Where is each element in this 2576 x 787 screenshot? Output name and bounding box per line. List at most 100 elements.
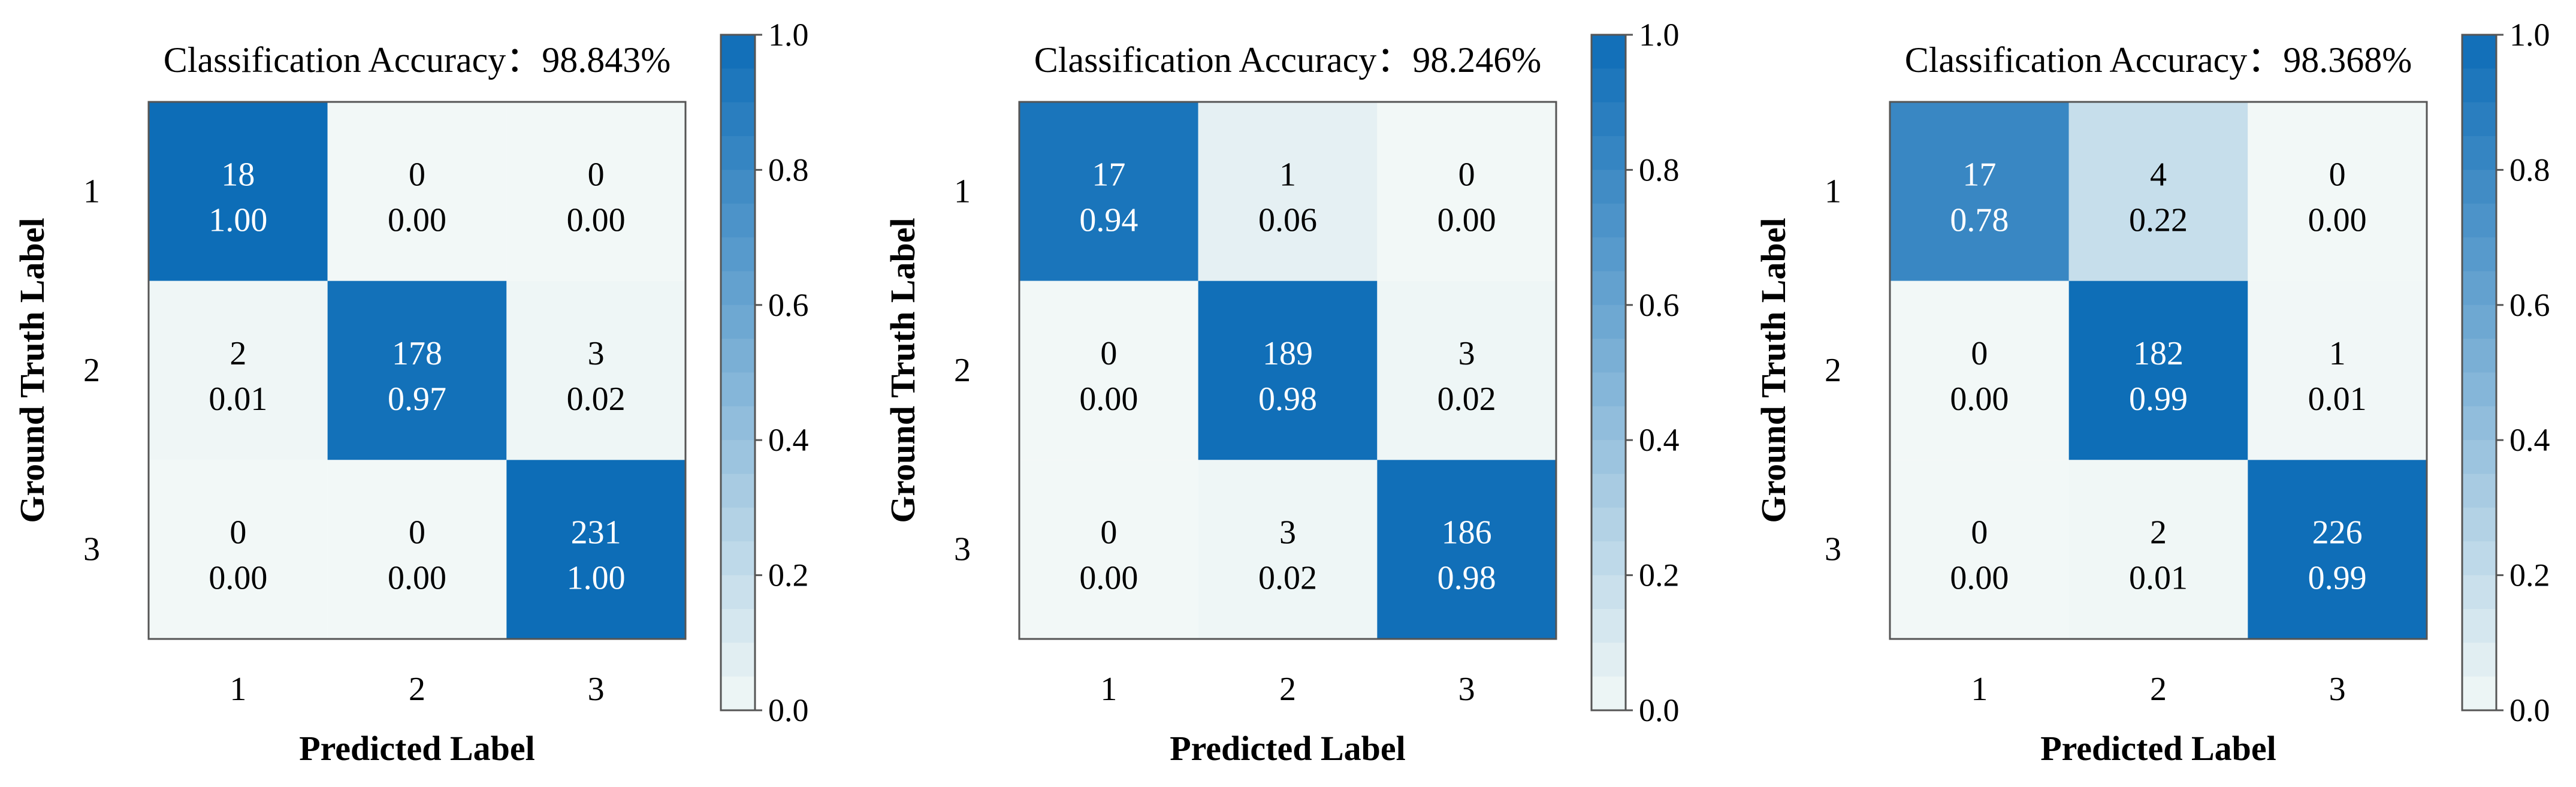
colorbar-segment	[2462, 643, 2496, 677]
cell-count-label: 0	[409, 514, 425, 551]
cell-count-label: 1	[1279, 156, 1296, 193]
cell-ratio-label: 0.00	[209, 560, 267, 597]
colorbar-segment	[721, 170, 755, 204]
colorbar-segment	[1591, 203, 1626, 238]
y-tick-label: 2	[83, 352, 100, 389]
colorbar-segment	[1591, 271, 1626, 306]
cell-ratio-label: 0.00	[1950, 560, 2009, 597]
matrix-cell-r1-c3	[2248, 102, 2427, 281]
cell-ratio-label: 0.00	[388, 201, 446, 239]
cell-count-label: 189	[1263, 335, 1313, 372]
matrix-cell-r2-c1	[149, 281, 328, 460]
cell-count-label: 3	[1458, 335, 1475, 372]
matrix-cell-r1-c2	[2068, 102, 2248, 281]
matrix-cell-r1-c2	[1198, 102, 1378, 281]
cell-count-label: 226	[2312, 514, 2363, 551]
cell-ratio-label: 0.00	[567, 201, 626, 239]
colorbar-segment	[2462, 372, 2496, 407]
y-tick-label: 3	[1825, 531, 1841, 568]
cell-count-label: 2	[2150, 514, 2167, 551]
colorbar-segment	[721, 237, 755, 272]
colorbar-segment	[1591, 237, 1626, 272]
cell-ratio-label: 0.98	[1438, 560, 1496, 597]
cell-count-label: 231	[571, 514, 621, 551]
x-tick-label: 1	[1100, 671, 1117, 708]
x-tick-label: 3	[1458, 671, 1475, 708]
confusion-matrix-panel-1: Classification Accuracy：98.843% 18 1.00 0 0.…	[13, 17, 809, 768]
colorbar-segment	[2462, 102, 2496, 137]
x-tick-label: 3	[588, 671, 605, 708]
colorbar-segment	[2462, 676, 2496, 711]
cell-ratio-label: 0.00	[1950, 381, 2009, 418]
matrix-cell-r3-c1	[149, 460, 328, 639]
colorbar-tick-label: 0.8	[768, 152, 809, 188]
colorbar-segment	[2462, 406, 2496, 441]
cell-ratio-label: 1.00	[209, 201, 267, 239]
y-tick-label: 1	[1825, 173, 1841, 210]
colorbar-segment	[721, 372, 755, 407]
colorbar-segment	[721, 541, 755, 576]
cell-ratio-label: 0.02	[1438, 381, 1496, 418]
colorbar-frame	[2461, 34, 2498, 711]
x-axis-label: Predicted Label	[1170, 729, 1406, 768]
cell-count-label: 0	[1458, 156, 1475, 193]
colorbar-segment	[2462, 271, 2496, 306]
cell-count-label: 0	[588, 156, 605, 193]
matrix-cell-r3-c3	[2248, 460, 2427, 639]
cell-ratio-label: 0.00	[1079, 381, 1138, 418]
colorbar-segment	[1591, 575, 1626, 610]
colorbar-tick-label: 0.4	[768, 422, 809, 458]
colorbar-segment	[2462, 339, 2496, 373]
colorbar-tick-label: 0.0	[1639, 692, 1680, 728]
colorbar-segment	[1591, 406, 1626, 441]
colorbar-segment	[2462, 474, 2496, 508]
matrix-cell-r3-c2	[2068, 460, 2248, 639]
cell-ratio-label: 0.02	[567, 381, 626, 418]
colorbar-segment	[721, 203, 755, 238]
colorbar-segment	[721, 608, 755, 643]
colorbar-tick-label: 1.0	[2509, 17, 2550, 53]
cell-count-label: 186	[1442, 514, 1492, 551]
cell-ratio-label: 1.00	[567, 560, 626, 597]
cell-count-label: 0	[1100, 335, 1117, 372]
colorbar-segment	[1591, 608, 1626, 643]
matrix-cell-r1-c3	[1377, 102, 1556, 281]
x-tick-label: 1	[1971, 671, 1988, 708]
colorbar-segment	[1591, 170, 1626, 204]
chart-title: Classification Accuracy：98.843%	[164, 40, 671, 80]
cell-ratio-label: 0.98	[1258, 381, 1317, 418]
colorbar-segment	[2462, 170, 2496, 204]
y-axis-label: Ground Truth Label	[1754, 218, 1793, 523]
cell-count-label: 0	[229, 514, 246, 551]
cell-ratio-label: 0.00	[388, 560, 446, 597]
cell-count-label: 0	[1971, 514, 1988, 551]
cell-ratio-label: 0.99	[2308, 560, 2367, 597]
colorbar-segment	[721, 102, 755, 137]
colorbar-segment	[1591, 541, 1626, 576]
cell-ratio-label: 0.22	[2129, 201, 2188, 239]
colorbar-segment	[721, 575, 755, 610]
colorbar-segment	[2462, 304, 2496, 339]
confusion-matrix-panel-3: Classification Accuracy：98.368% 17 0.78 4 0.…	[1754, 17, 2550, 768]
colorbar-tick-label: 0.2	[768, 557, 809, 593]
colorbar-segment	[2462, 136, 2496, 170]
colorbar-segment	[721, 136, 755, 170]
colorbar-tick-label: 0.2	[1639, 557, 1680, 593]
y-tick-label: 1	[954, 173, 971, 210]
chart-title: Classification Accuracy：98.246%	[1034, 40, 1541, 80]
cell-count-label: 18	[221, 156, 255, 193]
colorbar-segment	[721, 68, 755, 103]
colorbar-tick-label: 0.8	[1639, 152, 1680, 188]
cell-count-label: 0	[1100, 514, 1117, 551]
y-axis-label: Ground Truth Label	[883, 218, 922, 523]
colorbar-segment	[2462, 35, 2496, 69]
colorbar-segment	[1591, 304, 1626, 339]
matrix-cell-r3-c1	[1019, 460, 1198, 639]
cell-ratio-label: 0.02	[1258, 560, 1317, 597]
matrix-frame	[1889, 101, 2428, 640]
colorbar-segment	[2462, 575, 2496, 610]
colorbar-segment	[721, 406, 755, 441]
colorbar-segment	[1591, 474, 1626, 508]
colorbar-segment	[1591, 440, 1626, 475]
colorbar-tick-label: 0.0	[2509, 692, 2550, 728]
